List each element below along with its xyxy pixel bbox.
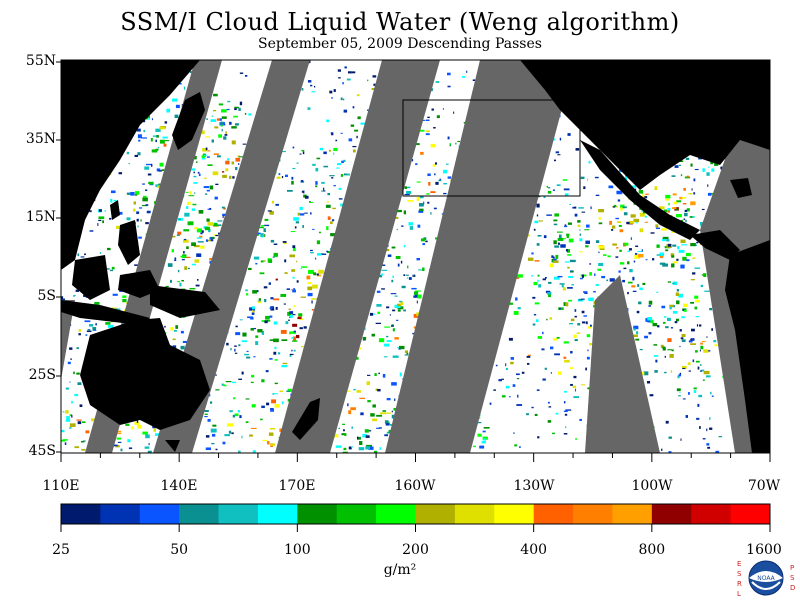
colorbar-swatch: [494, 504, 535, 524]
land-mass: [150, 285, 220, 318]
latitude-label: 15N: [25, 209, 56, 225]
colorbar: [60, 503, 771, 532]
land-mass: [730, 178, 752, 198]
colorbar-swatch: [257, 504, 298, 524]
colorbar-swatch: [139, 504, 180, 524]
latitude-label: 55N: [25, 53, 56, 69]
land-mass: [80, 318, 210, 430]
colorbar-swatch: [100, 504, 141, 524]
svg-text:P: P: [790, 564, 794, 572]
region-box: [402, 99, 581, 197]
colorbar-swatch: [454, 504, 495, 524]
land-mass: [292, 398, 320, 440]
colorbar-tick-label: 100: [283, 542, 311, 558]
swath-gap: [585, 275, 660, 453]
colorbar-swatch: [651, 504, 692, 524]
swath-gap: [153, 60, 310, 453]
land-mass: [690, 230, 740, 260]
colorbar-tick-label: 50: [170, 542, 189, 558]
swath-gap: [275, 60, 440, 453]
svg-text:S: S: [790, 574, 795, 582]
land-mass: [72, 255, 110, 300]
longitude-label: 170E: [278, 478, 316, 494]
land-mass: [580, 140, 700, 240]
colorbar-swatch: [533, 504, 574, 524]
colorbar-swatch: [415, 504, 456, 524]
longitude-label: 140E: [160, 478, 198, 494]
svg-text:S: S: [737, 570, 742, 578]
longitude-label: 70W: [747, 478, 781, 494]
colorbar-swatch: [573, 504, 613, 524]
latitude-label: 25S: [28, 367, 56, 383]
svg-text:L: L: [737, 590, 741, 598]
swath-gap: [405, 60, 575, 453]
map-title: SSM/I Cloud Liquid Water (Weng algorithm…: [120, 8, 680, 36]
svg-text:D: D: [790, 584, 795, 592]
colorbar-swatch: [336, 504, 377, 524]
colorbar-swatch: [376, 504, 416, 524]
longitude-label: 160W: [394, 478, 436, 494]
colorbar-tick-label: 800: [638, 542, 666, 558]
latitude-label: 45S: [28, 443, 56, 459]
colorbar-tick-label: 200: [402, 542, 429, 558]
colorbar-swatch: [61, 504, 101, 524]
colorbar-swatch: [691, 504, 732, 524]
longitude-label: 130W: [513, 478, 555, 494]
axis-ticks: [56, 61, 771, 462]
latitude-label: 5S: [37, 288, 57, 304]
colorbar-tick-label: 25: [52, 542, 70, 558]
svg-text:E: E: [737, 560, 741, 568]
colorbar-swatch: [612, 504, 653, 524]
land-mass: [520, 60, 770, 190]
colorbar-tick-label: 400: [520, 542, 548, 558]
land-mass: [61, 300, 150, 325]
land-mass: [165, 440, 180, 452]
svg-text:NOAA: NOAA: [757, 575, 775, 582]
land-mass: [172, 92, 205, 150]
land-mass: [110, 200, 120, 220]
longitude-label: 110E: [42, 478, 80, 494]
longitude-label: 100W: [631, 478, 673, 494]
map-subtitle: September 05, 2009 Descending Passes: [258, 36, 542, 52]
land-masses: [61, 60, 770, 453]
colorbar-swatch: [297, 504, 338, 524]
land-mass: [118, 220, 140, 265]
land-mass: [725, 240, 770, 453]
colorbar-swatch: [218, 504, 259, 524]
swath-gap: [385, 60, 515, 453]
svg-text:R: R: [737, 580, 742, 588]
colorbar-unit: g/m²: [383, 562, 417, 578]
land-mass: [61, 60, 200, 270]
latitude-label: 35N: [25, 131, 56, 147]
colorbar-swatch: [730, 504, 771, 524]
land-mass: [118, 270, 160, 298]
noaa-esrl-psd-logo: NOAA E S R L P S D: [737, 560, 795, 598]
colorbar-tick-label: 1600: [746, 542, 782, 558]
swath-gap: [61, 300, 75, 380]
map-area: [61, 60, 770, 453]
colorbar-swatch: [179, 504, 220, 524]
